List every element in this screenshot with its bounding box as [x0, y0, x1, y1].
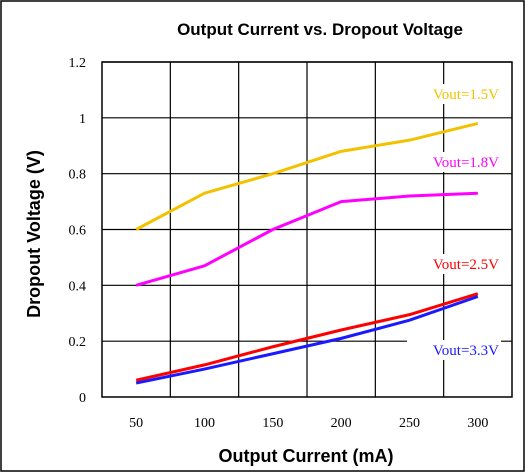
x-tick-label: 150 [262, 416, 283, 431]
series-line [135, 292, 479, 382]
y-tick-label: 1 [79, 112, 86, 127]
series-line [135, 295, 479, 385]
x-tick-label: 200 [331, 416, 352, 431]
y-tick-label: 0.4 [69, 279, 87, 294]
y-tick-label: 0.8 [69, 168, 87, 183]
series-label-bg [407, 340, 501, 360]
series-label-bg [407, 152, 501, 172]
x-tick-label: 300 [467, 416, 488, 431]
y-tick-label: 1.2 [69, 56, 87, 71]
series-label: Vout=2.5V [433, 257, 499, 273]
series-line [135, 191, 478, 287]
series-label-bg [407, 84, 501, 104]
plot-area: 0 0.2 0.4 0.6 0.8 1 1.2 50 100 150 200 250 300 Vout=1… [69, 56, 513, 431]
y-tick-label: 0.2 [69, 335, 87, 350]
series-label: Vout=1.8V [433, 155, 499, 171]
x-axis-title: Output Current (mA) [219, 446, 394, 466]
y-tick-label: 0 [79, 391, 86, 406]
x-tick-label: 100 [194, 416, 215, 431]
series-label: Vout=3.3V [433, 343, 499, 359]
x-tick-label: 50 [129, 416, 143, 431]
y-tick-label: 0.6 [69, 224, 87, 239]
series-label: Vout=1.5V [433, 87, 499, 103]
chart-title: Output Current vs. Dropout Voltage [177, 20, 463, 39]
x-tick-label: 250 [399, 416, 420, 431]
series-line [135, 121, 479, 231]
series-label-bg [407, 254, 501, 274]
y-axis-title: Dropout Voltage (V) [24, 150, 44, 318]
plot-border [101, 61, 513, 398]
